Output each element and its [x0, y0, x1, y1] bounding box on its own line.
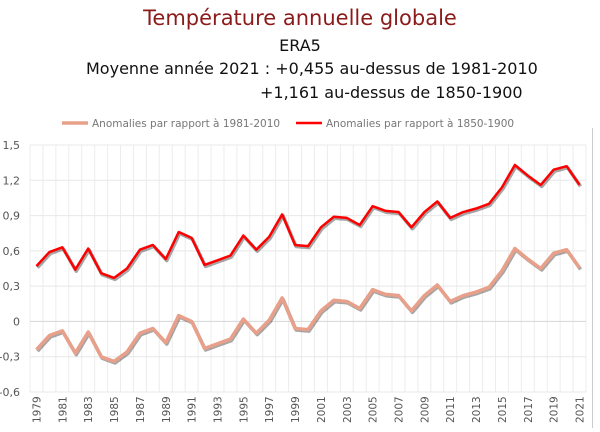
x-tick-label: 2003 — [342, 396, 354, 423]
x-tick-label: 1991 — [187, 396, 199, 423]
x-tick-label: 1979 — [31, 396, 43, 423]
x-tick-label: 2015 — [497, 396, 509, 423]
x-tick-label: 2021 — [575, 396, 587, 423]
legend-label: Anomalies par rapport à 1981-2010 — [92, 118, 280, 130]
legend-label: Anomalies par rapport à 1850-1900 — [326, 118, 514, 130]
y-tick-label: -0,3 — [0, 351, 20, 364]
x-tick-label: 1995 — [238, 396, 250, 423]
x-tick-label: 1987 — [135, 396, 147, 423]
x-tick-label: 1999 — [290, 396, 302, 423]
series-shadow — [36, 248, 582, 365]
x-tick-label: 1993 — [212, 396, 224, 423]
x-tick-label: 2019 — [549, 396, 561, 423]
y-tick-label: 0 — [13, 315, 20, 328]
y-tick-label: 1,5 — [3, 139, 21, 152]
x-tick-label: 2011 — [445, 396, 457, 423]
x-tick-label: 2005 — [368, 396, 380, 423]
x-tick-label: 1983 — [83, 396, 95, 423]
annotation-line-2: +1,161 au-dessus de 1850-1900 — [260, 83, 523, 102]
x-tick-label: 2013 — [471, 396, 483, 423]
x-tick-label: 1981 — [57, 396, 69, 423]
series-line-1850-1900 — [35, 163, 581, 280]
chart-subtitle: ERA5 — [279, 36, 321, 55]
x-tick-label: 2001 — [316, 396, 328, 423]
x-tick-label: 1997 — [264, 396, 276, 423]
y-tick-label: -0,6 — [0, 386, 20, 399]
chart-title: Température annuelle globale — [143, 6, 457, 30]
x-tick-label: 1985 — [109, 396, 121, 423]
x-tick-label: 2017 — [523, 396, 535, 423]
y-tick-label: 1,2 — [3, 174, 21, 187]
series-line-1981-2010 — [35, 246, 581, 364]
y-tick-label: 0,3 — [3, 280, 21, 293]
annotation-line-1: Moyenne année 2021 : +0,455 au-dessus de… — [86, 59, 538, 78]
y-tick-label: 0,9 — [3, 210, 21, 223]
y-tick-label: 0,6 — [3, 245, 21, 258]
x-tick-label: 1989 — [161, 396, 173, 423]
x-tick-label: 2009 — [419, 396, 431, 423]
x-tick-label: 2007 — [394, 396, 406, 423]
series-shadow — [36, 164, 582, 282]
frame-border — [592, 128, 593, 428]
